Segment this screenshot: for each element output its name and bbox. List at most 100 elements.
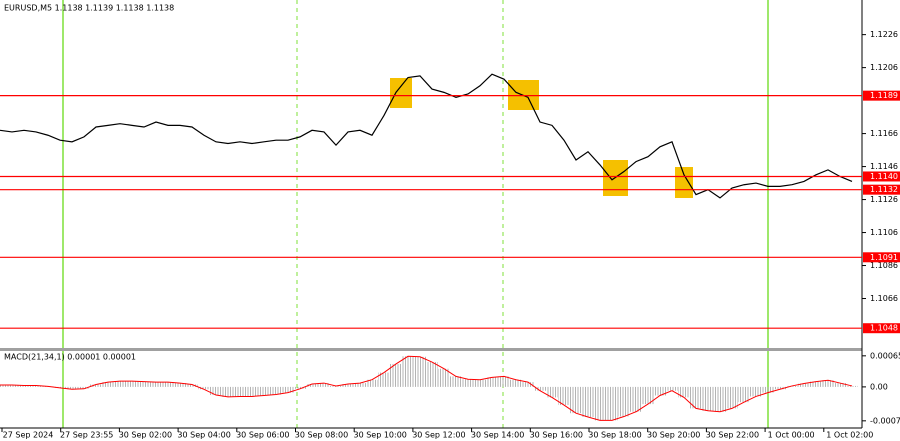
signal-line	[0, 355, 853, 421]
macd-bar-fill	[390, 363, 402, 387]
macd-bar-fill	[114, 381, 126, 387]
level-label: 1.1140	[870, 172, 898, 181]
macd-bar-fill	[690, 386, 702, 409]
level-tag	[863, 171, 900, 182]
level-label: 1.1189	[870, 91, 898, 100]
macd-bar-fill	[450, 376, 462, 387]
macd-bar-fill	[138, 381, 150, 387]
macd-bar-fill	[270, 386, 282, 395]
macd-bar-fill	[102, 382, 114, 387]
macd-bar-fill	[522, 382, 534, 387]
macd-bar-fill	[222, 386, 234, 397]
macd-bar-fill	[306, 384, 318, 387]
price-line	[0, 73, 853, 199]
x-tick-label: 30 Sep 14:00	[471, 431, 524, 440]
x-tick-label: 1 Oct 02:00	[826, 431, 873, 440]
level-label: 1.1048	[870, 324, 898, 333]
macd-header: MACD(21,34,1) 0.00001 0.00001	[4, 353, 136, 362]
macd-bar-fill	[258, 386, 270, 396]
macd-bar-fill	[774, 386, 786, 390]
macd-bar-fill	[750, 386, 762, 397]
x-tick-label: 30 Sep 22:00	[706, 431, 759, 440]
macd-bar-fill	[366, 379, 378, 387]
signal-box	[675, 167, 693, 198]
x-tick-label: 30 Sep 18:00	[588, 431, 641, 440]
price-header: EURUSD,M5 1.1138 1.1139 1.1138 1.1138	[4, 4, 174, 13]
macd-bar-fill	[702, 386, 714, 411]
macd-bar-fill	[510, 379, 522, 387]
macd-bar-fill	[126, 381, 138, 387]
x-tick-label: 1 Oct 00:00	[768, 431, 815, 440]
macd-bar-fill	[174, 383, 186, 387]
y-tick-label: 1.1206	[870, 63, 898, 72]
signal-box	[390, 78, 412, 108]
macd-bar-fill	[78, 386, 90, 389]
y-tick-label: 0.00	[870, 382, 888, 391]
macd-bar-fill	[558, 386, 570, 406]
level-tag	[863, 90, 900, 101]
y-tick-label: -0.00071	[870, 416, 900, 425]
macd-bar-fill	[90, 384, 102, 387]
macd-bar-fill	[834, 383, 846, 387]
x-tick-label: 30 Sep 08:00	[295, 431, 348, 440]
macd-bar-fill	[6, 384, 18, 387]
macd-bar-fill	[606, 386, 618, 421]
macd-bar-fill	[570, 386, 582, 414]
y-tick-label: 1.1106	[870, 228, 898, 237]
macd-bar-fill	[822, 380, 834, 387]
macd-bar-fill	[318, 383, 330, 387]
x-tick-label: 27 Sep 23:55	[60, 431, 113, 440]
macd-bar-fill	[474, 379, 486, 387]
macd-bar-fill	[726, 386, 738, 409]
y-tick-label: 1.1226	[870, 30, 898, 39]
macd-bar-fill	[498, 376, 510, 387]
level-tag	[863, 184, 900, 195]
macd-bar-fill	[198, 386, 210, 390]
x-tick-label: 30 Sep 04:00	[177, 431, 230, 440]
plot	[0, 73, 858, 421]
macd-bar-fill	[342, 384, 354, 387]
macd-bar-fill	[414, 356, 426, 387]
macd-bar-fill	[378, 372, 390, 387]
macd-bar-fill	[282, 386, 294, 393]
level-tag	[863, 252, 900, 263]
macd-bar-fill	[438, 368, 450, 387]
panel-separator	[0, 348, 862, 351]
macd-bar-fill	[186, 384, 198, 387]
macd-bar-fill	[294, 386, 306, 389]
macd-bar-fill	[618, 386, 630, 417]
macd-bar-fill	[402, 356, 414, 387]
macd-bar-fill	[246, 386, 258, 397]
macd-bar-fill	[846, 385, 858, 387]
y-tick-label: 0.00065	[870, 351, 900, 360]
x-tick-label: 30 Sep 16:00	[530, 431, 583, 440]
macd-bar-fill	[594, 386, 606, 421]
macd-bar-fill	[714, 386, 726, 412]
y-tick-label: 1.1066	[870, 294, 898, 303]
macd-bar-fill	[354, 383, 366, 387]
macd-bar-fill	[162, 382, 174, 387]
macd-bar-fill	[666, 386, 678, 391]
macd-bar-fill	[462, 379, 474, 387]
macd-bar-fill	[18, 385, 30, 387]
macd-bar-fill	[546, 386, 558, 398]
y-tick-label: 1.1086	[870, 261, 898, 270]
macd-bar-fill	[798, 383, 810, 387]
x-tick-label: 30 Sep 12:00	[412, 431, 465, 440]
macd-bar-fill	[0, 384, 6, 387]
macd-bar-fill	[678, 386, 690, 398]
macd-bar-fill	[738, 386, 750, 403]
macd-bar-fill	[762, 386, 774, 393]
x-tick-label: 30 Sep 02:00	[119, 431, 172, 440]
macd-bar-fill	[534, 386, 546, 391]
x-tick-label: 30 Sep 20:00	[647, 431, 700, 440]
y-tick-label: 1.1146	[870, 162, 898, 171]
x-tick-label: 30 Sep 06:00	[236, 431, 289, 440]
macd-bar-fill	[66, 386, 78, 390]
macd-bar-fill	[486, 377, 498, 387]
macd-bar-fill	[810, 381, 822, 387]
macd-bar-fill	[630, 386, 642, 412]
